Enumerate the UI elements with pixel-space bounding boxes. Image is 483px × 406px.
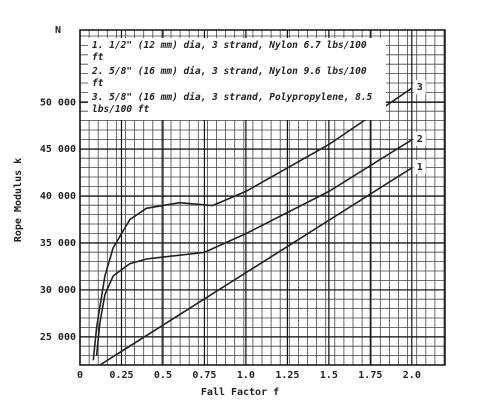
x-tick-label: 2.0 — [403, 370, 421, 381]
series-line — [99, 167, 413, 366]
x-tick-label: 0.5 — [154, 370, 172, 381]
legend-entry: 1. 1/2" (12 mm) dia, 3 strand, Nylon 6.7… — [92, 40, 367, 63]
y-axis-label: Rope Modulus k — [13, 158, 24, 242]
x-axis-label: Fall Factor f — [201, 387, 279, 398]
legend: 1. 1/2" (12 mm) dia, 3 strand, Nylon 6.7… — [88, 38, 386, 120]
x-tick-label: 0 — [77, 370, 83, 381]
x-tick-label: 1.5 — [320, 370, 338, 381]
x-tick-label: 0.75 — [192, 370, 216, 381]
y-tick-label: 50 000 — [40, 97, 76, 108]
curve-label-box — [413, 159, 426, 174]
y-unit: N — [55, 25, 61, 36]
x-tick-label: 1.25 — [275, 370, 299, 381]
legend-entry: 3. 5/8" (16 mm) dia, 3 strand, Polypropy… — [92, 92, 373, 115]
x-tick-label: 0.25 — [109, 370, 133, 381]
curve-label: 1 — [417, 162, 423, 173]
y-tick-label: 30 000 — [40, 285, 76, 296]
y-tick-label: 40 000 — [40, 191, 76, 202]
curve-label: 2 — [417, 134, 423, 145]
y-tick-label: 25 000 — [40, 332, 76, 343]
x-tick-label: 1.0 — [237, 370, 255, 381]
y-tick-label: 45 000 — [40, 144, 76, 155]
y-tick-label: 35 000 — [40, 238, 76, 249]
curve-label: 3 — [417, 82, 423, 93]
curve-label-box — [413, 80, 426, 95]
x-tick-label: 1.75 — [358, 370, 382, 381]
legend-entry: 2. 5/8" (16 mm) dia, 3 strand, Nylon 9.6… — [92, 66, 367, 89]
series-line — [92, 87, 413, 361]
series-line — [95, 139, 413, 356]
curve-label-box — [413, 131, 426, 146]
